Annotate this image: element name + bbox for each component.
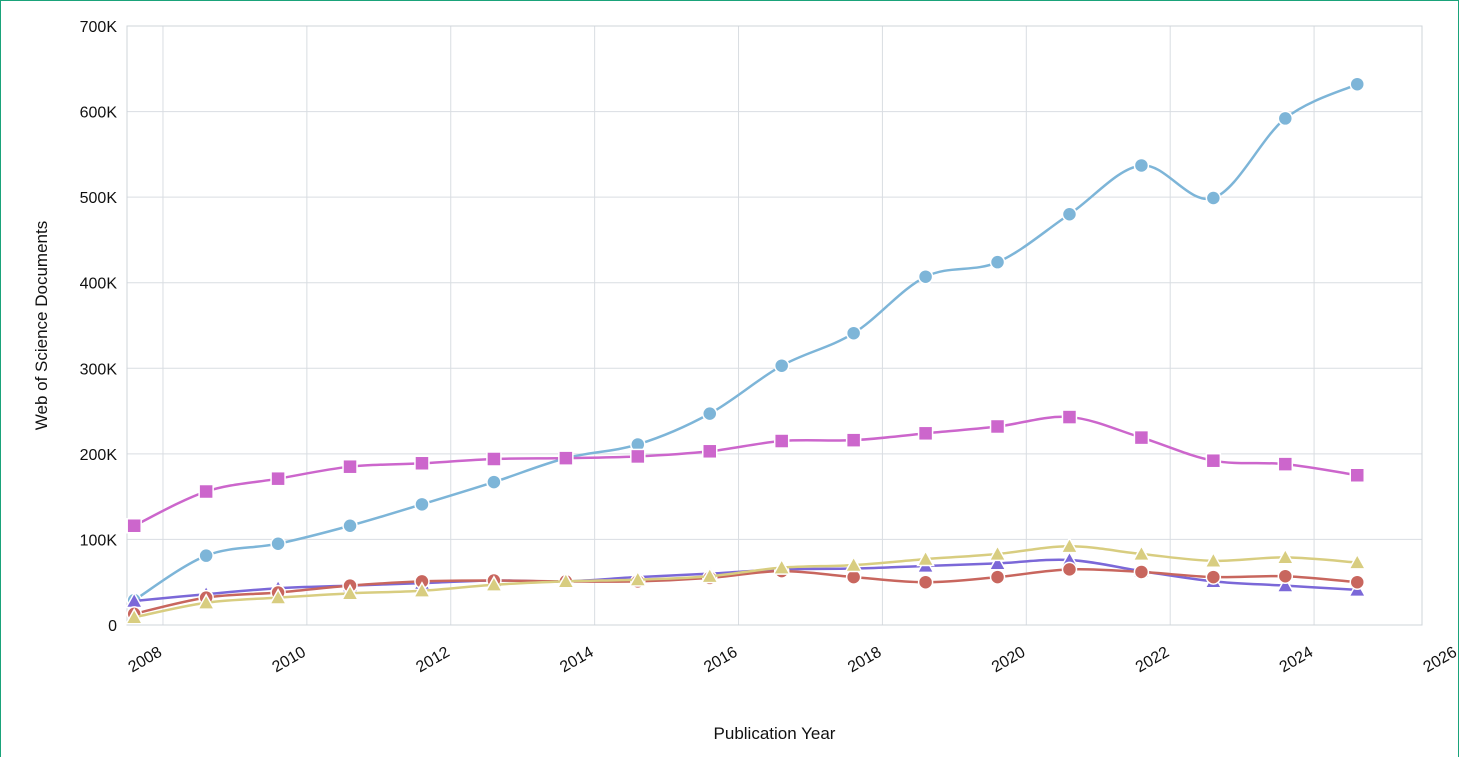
data-point[interactable] [1276, 576, 1295, 593]
data-point[interactable] [486, 451, 502, 467]
data-point[interactable] [1349, 574, 1365, 590]
y-tick-label: 700K [80, 19, 118, 36]
x-tick-label: 2016 [701, 644, 740, 677]
data-point[interactable] [988, 544, 1007, 562]
data-point[interactable] [268, 588, 288, 605]
data-point[interactable] [700, 566, 720, 584]
data-point[interactable] [198, 547, 214, 564]
x-tick-label: 2022 [1133, 644, 1172, 677]
data-point[interactable] [844, 555, 863, 573]
plot-border [126, 25, 1423, 626]
y-axis-ticks: 0 100K 200K 300K 400K 500K 600K 700K [80, 19, 118, 635]
data-point[interactable] [1277, 568, 1294, 584]
data-point[interactable] [1205, 190, 1222, 206]
data-point[interactable] [1204, 551, 1223, 568]
data-point[interactable] [917, 268, 934, 285]
x-tick-label: 2008 [126, 644, 165, 677]
data-point[interactable] [1205, 452, 1222, 469]
y-tick-label: 100K [80, 532, 118, 549]
series-2 [126, 409, 1365, 534]
data-point[interactable] [1133, 157, 1150, 174]
data-point[interactable] [342, 458, 358, 475]
x-tick-label: 2012 [413, 644, 452, 677]
data-point[interactable] [989, 569, 1006, 585]
data-point[interactable] [845, 325, 862, 341]
y-tick-label: 400K [80, 276, 118, 293]
data-point[interactable] [1132, 544, 1151, 562]
series-1 [126, 76, 1365, 608]
data-point[interactable] [1061, 561, 1078, 578]
series-line [133, 545, 1358, 619]
data-point[interactable] [916, 549, 935, 567]
data-point[interactable] [196, 593, 216, 610]
y-tick-label: 600K [80, 105, 118, 122]
data-point[interactable] [558, 450, 574, 466]
data-point[interactable] [1349, 467, 1365, 483]
x-tick-label: 2026 [1421, 644, 1460, 677]
data-point[interactable] [486, 474, 502, 490]
data-point[interactable] [270, 470, 286, 487]
data-point[interactable] [989, 418, 1006, 435]
data-point[interactable] [126, 517, 142, 534]
x-axis-title: Publication Year [714, 724, 836, 743]
y-tick-label: 200K [80, 447, 118, 464]
data-point[interactable] [414, 455, 430, 472]
data-point[interactable] [1347, 552, 1367, 570]
y-tick-label: 0 [108, 618, 117, 635]
series-3 [124, 550, 1367, 609]
data-point[interactable] [773, 357, 790, 374]
data-point[interactable] [484, 575, 504, 592]
series-5 [124, 536, 1367, 625]
data-point[interactable] [630, 448, 646, 465]
data-point[interactable] [340, 583, 360, 601]
data-point[interactable] [1205, 569, 1222, 585]
data-point[interactable] [414, 496, 430, 513]
data-point[interactable] [989, 254, 1006, 270]
x-tick-label: 2010 [270, 644, 309, 677]
data-point[interactable] [917, 425, 934, 442]
x-tick-label: 2018 [845, 644, 884, 677]
data-point[interactable] [702, 443, 718, 460]
data-point[interactable] [124, 607, 144, 625]
data-point[interactable] [1061, 206, 1078, 223]
data-point[interactable] [1133, 564, 1150, 580]
x-tick-label: 2020 [989, 644, 1028, 677]
data-point[interactable] [773, 433, 790, 449]
data-point[interactable] [556, 571, 576, 589]
data-point[interactable] [772, 558, 791, 575]
y-axis-title: Web of Science Documents [32, 221, 51, 430]
data-point[interactable] [198, 483, 214, 500]
data-point[interactable] [270, 535, 286, 552]
data-point[interactable] [628, 570, 648, 587]
data-point[interactable] [1276, 547, 1295, 565]
data-point[interactable] [1277, 456, 1294, 472]
x-axis-ticks: 2008 2010 2012 2014 2016 2018 2020 2022 2024 2026 [126, 644, 1460, 677]
series-layer [124, 76, 1367, 625]
data-point[interactable] [412, 581, 432, 598]
data-point[interactable] [1061, 409, 1078, 425]
data-point[interactable] [1060, 536, 1079, 554]
grid-lines [127, 25, 1422, 626]
x-tick-label: 2024 [1277, 644, 1316, 677]
x-tick-label: 2014 [557, 644, 596, 677]
data-point[interactable] [845, 432, 862, 448]
series-line [133, 83, 1358, 602]
data-point[interactable] [342, 517, 358, 534]
data-point[interactable] [1349, 76, 1365, 92]
data-point[interactable] [917, 574, 934, 590]
data-point[interactable] [702, 405, 718, 422]
data-point[interactable] [1133, 429, 1150, 446]
data-point[interactable] [1277, 110, 1294, 127]
series-line [133, 415, 1358, 527]
y-tick-label: 300K [80, 361, 118, 378]
y-tick-label: 500K [80, 190, 118, 207]
